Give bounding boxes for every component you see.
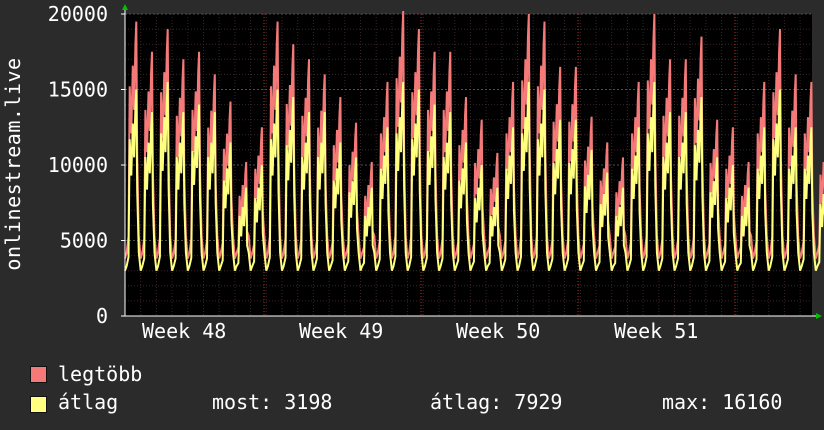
x-tick-label: Week 48 [142, 319, 226, 343]
y-tick-label: 15000 [48, 78, 108, 102]
legend-swatch-avg [30, 396, 47, 413]
stat-avg: átlag: 7929 [430, 390, 563, 414]
x-tick-label: Week 51 [614, 319, 698, 343]
series-line-max [124, 10, 824, 259]
stat-max: max: 16160 [662, 390, 783, 414]
series-line-avg [124, 81, 824, 272]
y-axis-arrow [122, 4, 128, 10]
x-tick-label: Week 49 [299, 319, 383, 343]
legend-swatch-max [30, 366, 47, 383]
y-tick-label: 10000 [48, 153, 108, 177]
y-tick-label: 5000 [60, 229, 108, 253]
legend-label-avg: átlag [58, 390, 119, 414]
y-tick-label: 20000 [48, 2, 108, 26]
x-tick-label: Week 50 [456, 319, 540, 343]
x-axis-arrow [816, 313, 822, 319]
y-axis-label: onlinestream.live [1, 57, 25, 271]
y-tick-label: 0 [96, 304, 108, 328]
y-axis-label-wrap: onlinestream.live [0, 10, 26, 318]
stat-now: most: 3198 [212, 390, 333, 414]
legend-label-max: legtöbb [58, 362, 143, 386]
